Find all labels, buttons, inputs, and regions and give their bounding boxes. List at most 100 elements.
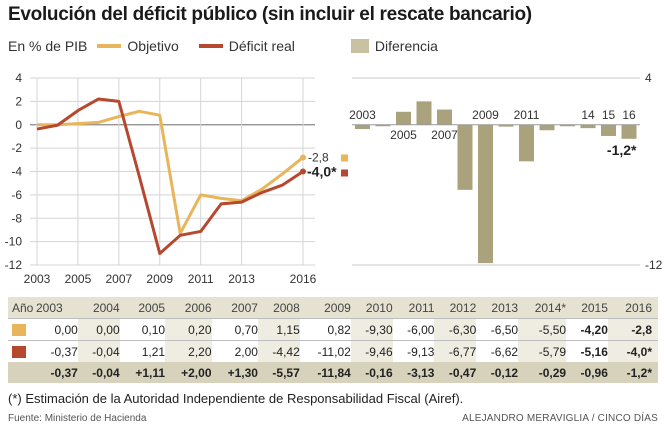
bar-y-tick-label: -12 [645, 258, 663, 272]
table-cell: -5,50 [518, 318, 567, 341]
diferencia-bar [437, 109, 452, 125]
legend-objetivo-label: Objetivo [127, 38, 179, 54]
bar-category-label: 2007 [431, 128, 458, 142]
bar-category-label: 2009 [472, 108, 499, 122]
deficit-real-end-marker [341, 169, 348, 177]
x-tick-label: 2009 [146, 272, 173, 286]
table-cell: -5,79 [518, 340, 567, 362]
bar-category-label: 2011 [514, 108, 540, 122]
row-key-diferencia [8, 362, 36, 383]
source: Fuente: Ministerio de Hacienda [8, 413, 147, 424]
x-tick-label: 2013 [228, 272, 255, 286]
table-cell: -3,13 [392, 362, 435, 383]
diferencia-bar [580, 124, 596, 129]
x-tick-label: 2011 [188, 272, 214, 286]
legend-objetivo-swatch [97, 44, 122, 48]
diferencia-bar [416, 101, 432, 125]
table-cell: -2,8 [607, 318, 658, 341]
credit: ALEJANDRO MERAVIGLIA / CINCO DÍAS [462, 413, 658, 424]
table-cell: -0,37 [36, 340, 78, 362]
table-cell: -0,96 [566, 362, 608, 383]
table-cell: -6,30 [434, 318, 477, 341]
table-header-year: 2005 [138, 300, 166, 315]
legend-deficit-real-swatch [198, 44, 223, 48]
diferencia-end-label: -1,2* [607, 142, 637, 158]
table-cell: -0,16 [350, 362, 393, 383]
diferencia-bar [519, 124, 534, 162]
data-table: Año 2003 2004 2005 2006 2007 2008 2009 2010 2011… [8, 297, 658, 383]
table-cell: -4,20 [566, 318, 608, 341]
x-tick-label: 2007 [105, 272, 132, 286]
y-tick-label: -12 [5, 258, 23, 272]
table-cell: -0,29 [518, 362, 567, 383]
objetivo-line [37, 109, 304, 235]
y-tick-label: -6 [11, 188, 22, 202]
table-cell: -6,77 [434, 340, 477, 362]
table-header-year: 2010 [365, 300, 393, 315]
diferencia-bar [498, 124, 514, 127]
table-header-year: 2013 [491, 300, 519, 315]
y-tick-label: 2 [15, 94, 22, 108]
diferencia-bar [375, 124, 391, 127]
row-key-deficit-real [8, 340, 36, 362]
y-tick-label: -10 [5, 235, 23, 249]
table-cell: -0,04 [77, 362, 120, 383]
objetivo-end-marker [341, 154, 348, 162]
row-key-objetivo [8, 318, 36, 341]
bar-category-label: 16 [622, 108, 636, 122]
table-cell: +1,30 [211, 362, 258, 383]
table-cell: -9,30 [350, 318, 393, 341]
legend: En % de PIB Objetivo Déficit real Difere… [8, 38, 458, 54]
diferencia-bar [539, 124, 555, 131]
x-tick-label: 2003 [24, 272, 51, 286]
table-header-row: Año 2003 2004 2005 2006 2007 2008 2009 2010 2011… [8, 297, 658, 319]
table-header-year: 2011 [408, 300, 435, 315]
table-cell: -5,57 [257, 362, 300, 383]
table-cell: 2,20 [165, 340, 212, 362]
table-cell: -9,13 [392, 340, 435, 362]
legend-objetivo: Objetivo [97, 38, 179, 54]
table-row-diferencia: -0,37 -0,04 +1,11 +2,00 +1,30 -5,57 -11,84 -0,1… [8, 362, 658, 383]
table-cell: -11,84 [299, 362, 351, 383]
table-cell: +2,00 [165, 362, 212, 383]
bar-category-label: 14 [581, 108, 595, 122]
table-cell: +1,11 [119, 362, 166, 383]
table-cell: -0,04 [77, 340, 120, 362]
table-header-year: 2016 [625, 300, 652, 315]
table-header-year: 2003 [36, 300, 63, 315]
deficit-real-end-label: -4,0* [307, 164, 337, 180]
deficit-real-line-end-point [300, 168, 306, 175]
table-cell: -0,37 [36, 362, 78, 383]
bar-category-label: 15 [602, 108, 616, 122]
table-header-label: Año [12, 300, 34, 315]
table-cell: -4,0* [607, 340, 658, 362]
diferencia-bar [396, 111, 411, 125]
x-tick-label: 2005 [65, 272, 92, 286]
unit-label: En % de PIB [8, 38, 88, 54]
legend-diferencia-swatch [350, 39, 369, 53]
diferencia-bar [621, 124, 637, 139]
bar-y-tick-label: 4 [645, 71, 652, 85]
table-cell: -6,00 [392, 318, 435, 341]
table-cell: 0,82 [299, 318, 351, 341]
table-header-year: 2006 [184, 300, 212, 315]
row-key-deficit-real-swatch [12, 346, 26, 359]
table-header-year: 2012 [449, 300, 477, 315]
table-cell: 0,70 [211, 318, 258, 341]
legend-deficit-real-label: Déficit real [228, 38, 295, 54]
table-header-year: 2014* [534, 300, 567, 315]
table-cell: -5,16 [566, 340, 608, 362]
table-row-deficit-real: -0,37 -0,04 1,21 2,20 2,00 -4,42 -11,02 -9,46 -9… [8, 340, 658, 362]
table-header-year: 2015 [581, 300, 608, 315]
objetivo-line-end-point [300, 154, 306, 161]
table-cell: -9,46 [350, 340, 393, 362]
row-key-objetivo-swatch [12, 324, 26, 337]
table-cell: 0,20 [165, 318, 212, 341]
x-tick-label: 2016 [290, 272, 317, 286]
diferencia-bar [601, 124, 616, 136]
y-tick-label: 4 [15, 71, 22, 85]
deficit-real-line [36, 97, 304, 256]
table-cell: -0,12 [476, 362, 519, 383]
table-cell: -4,42 [257, 340, 300, 362]
